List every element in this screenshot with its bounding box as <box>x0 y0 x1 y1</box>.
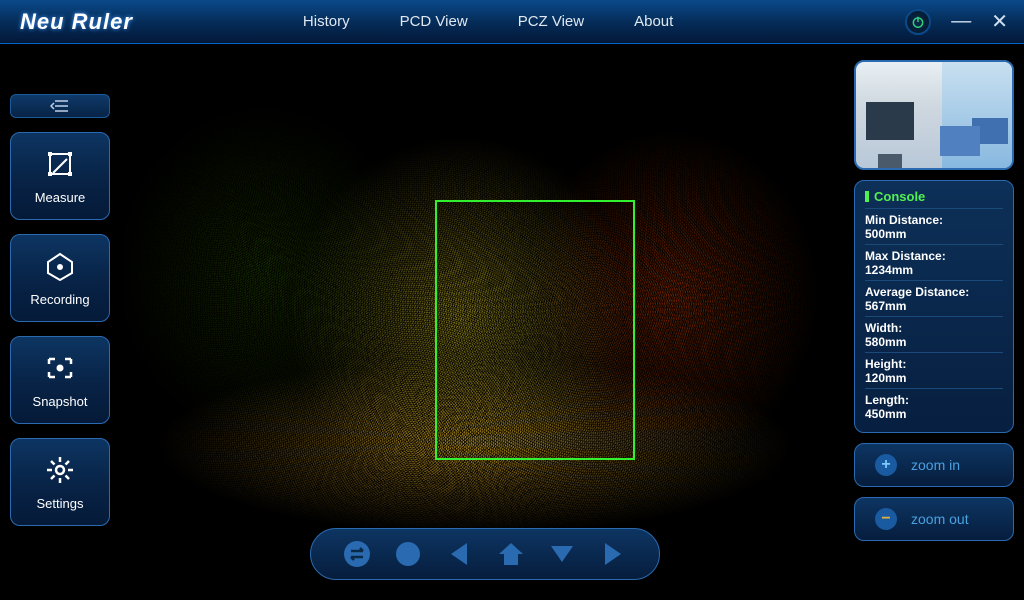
zoom-out-button[interactable]: − zoom out <box>854 497 1014 541</box>
nav-pcz-view[interactable]: PCZ View <box>518 13 584 30</box>
measure-icon <box>42 148 78 180</box>
console-title: Console <box>865 189 1003 204</box>
metric-label: Average Distance: <box>865 285 1003 299</box>
metric-value: 450mm <box>865 407 1003 421</box>
header-bar: Neu Ruler History PCD View PCZ View Abou… <box>0 0 1024 44</box>
preview-scene <box>856 62 1012 168</box>
nav-pcd-view[interactable]: PCD View <box>400 13 468 30</box>
metric-label: Length: <box>865 393 1003 407</box>
metric-max-distance: Max Distance: 1234mm <box>865 244 1003 280</box>
swap-button[interactable] <box>339 536 375 572</box>
sidebar-item-snapshot[interactable]: Snapshot <box>10 336 110 424</box>
camera-preview[interactable] <box>854 60 1014 170</box>
right-panel: Console Min Distance: 500mm Max Distance… <box>854 60 1014 541</box>
nav-about[interactable]: About <box>634 13 673 30</box>
nav-history[interactable]: History <box>303 13 350 30</box>
sidebar-label: Snapshot <box>33 394 88 409</box>
zoom-in-label: zoom in <box>911 457 960 473</box>
arrow-right-icon <box>601 541 625 567</box>
metric-label: Min Distance: <box>865 213 1003 227</box>
snapshot-icon <box>42 352 78 384</box>
sidebar-item-recording[interactable]: Recording <box>10 234 110 322</box>
app-logo: Neu Ruler <box>20 9 133 35</box>
nav-right-button[interactable] <box>595 536 631 572</box>
power-button[interactable] <box>905 9 931 35</box>
record-dot-icon <box>395 541 421 567</box>
zoom-in-button[interactable]: + zoom in <box>854 443 1014 487</box>
sidebar-label: Settings <box>37 496 84 511</box>
power-icon <box>911 15 925 29</box>
sidebar: Measure Recording Snapshot Settings <box>10 94 110 526</box>
metric-avg-distance: Average Distance: 567mm <box>865 280 1003 316</box>
metric-value: 500mm <box>865 227 1003 241</box>
sidebar-label: Recording <box>30 292 89 307</box>
nav-menu: History PCD View PCZ View About <box>303 13 673 30</box>
home-icon <box>497 541 525 567</box>
minus-icon: − <box>875 508 897 530</box>
metric-value: 567mm <box>865 299 1003 313</box>
nav-home-button[interactable] <box>493 536 529 572</box>
selection-rectangle[interactable] <box>435 200 635 460</box>
arrow-down-icon <box>549 542 575 566</box>
console-panel: Console Min Distance: 500mm Max Distance… <box>854 180 1014 433</box>
arrow-left-icon <box>447 541 471 567</box>
pointcloud-viewport[interactable] <box>125 60 825 530</box>
sidebar-item-measure[interactable]: Measure <box>10 132 110 220</box>
metric-value: 1234mm <box>865 263 1003 277</box>
sidebar-collapse-button[interactable] <box>10 94 110 118</box>
record-button[interactable] <box>390 536 426 572</box>
sidebar-label: Measure <box>35 190 86 205</box>
metric-label: Width: <box>865 321 1003 335</box>
nav-left-button[interactable] <box>441 536 477 572</box>
recording-icon <box>42 250 78 282</box>
collapse-icon <box>50 99 70 113</box>
metric-label: Max Distance: <box>865 249 1003 263</box>
bottom-toolbar <box>310 528 660 580</box>
metric-value: 580mm <box>865 335 1003 349</box>
metric-label: Height: <box>865 357 1003 371</box>
swap-icon <box>342 539 372 569</box>
metric-length: Length: 450mm <box>865 388 1003 424</box>
sidebar-item-settings[interactable]: Settings <box>10 438 110 526</box>
nav-down-button[interactable] <box>544 536 580 572</box>
metric-min-distance: Min Distance: 500mm <box>865 208 1003 244</box>
metric-value: 120mm <box>865 371 1003 385</box>
settings-icon <box>42 454 78 486</box>
plus-icon: + <box>875 454 897 476</box>
window-controls: — ✕ <box>905 9 1008 35</box>
zoom-out-label: zoom out <box>911 511 969 527</box>
metric-width: Width: 580mm <box>865 316 1003 352</box>
minimize-button[interactable]: — <box>951 10 971 33</box>
metric-height: Height: 120mm <box>865 352 1003 388</box>
close-button[interactable]: ✕ <box>991 9 1008 34</box>
